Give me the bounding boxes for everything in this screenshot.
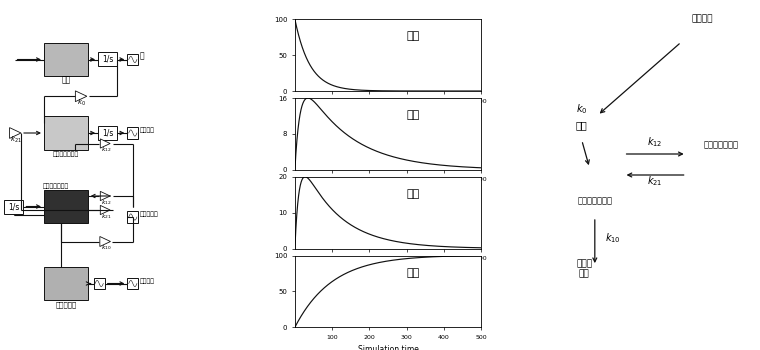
Bar bbox=[127, 127, 138, 139]
Text: 胃: 胃 bbox=[140, 52, 144, 61]
Text: 代谢、排泄: 代谢、排泄 bbox=[55, 301, 77, 308]
Bar bbox=[127, 211, 138, 223]
Polygon shape bbox=[10, 128, 21, 138]
Polygon shape bbox=[100, 237, 110, 246]
Text: $k_{12}$: $k_{12}$ bbox=[100, 198, 111, 206]
Bar bbox=[127, 54, 138, 65]
Polygon shape bbox=[100, 191, 110, 201]
Text: 吸收: 吸收 bbox=[576, 120, 587, 130]
Text: 周边室（二室）: 周边室（二室） bbox=[703, 140, 738, 149]
Text: 血液系统: 血液系统 bbox=[140, 128, 154, 133]
Bar bbox=[44, 190, 88, 223]
Text: 周边室（二室）: 周边室（二室） bbox=[43, 183, 68, 189]
X-axis label: Simulation time: Simulation time bbox=[357, 345, 419, 350]
Polygon shape bbox=[100, 205, 110, 215]
Text: $k_{21}$: $k_{21}$ bbox=[10, 135, 22, 145]
Polygon shape bbox=[75, 91, 87, 101]
Text: 吸收: 吸收 bbox=[407, 32, 420, 41]
Text: $k_{12}$: $k_{12}$ bbox=[648, 135, 663, 149]
Text: $k_{21}$: $k_{21}$ bbox=[100, 212, 111, 220]
Text: 排泄、
代谢: 排泄、 代谢 bbox=[576, 259, 592, 279]
Polygon shape bbox=[100, 139, 110, 148]
Text: 二室: 二室 bbox=[407, 189, 420, 199]
Bar bbox=[98, 126, 117, 140]
Text: $k_0$: $k_0$ bbox=[576, 102, 587, 116]
Text: 1/s: 1/s bbox=[8, 202, 20, 211]
Text: 肾、大肠: 肾、大肠 bbox=[140, 278, 154, 284]
Text: 脑、肺、肝: 脑、肺、肝 bbox=[140, 212, 158, 217]
Text: 吸收: 吸收 bbox=[62, 75, 71, 84]
Text: 1/s: 1/s bbox=[102, 128, 113, 138]
Text: 中央室（一室）: 中央室（一室） bbox=[578, 196, 613, 205]
Bar bbox=[44, 267, 88, 300]
Text: $k_{10}$: $k_{10}$ bbox=[605, 231, 621, 245]
Text: 1/s: 1/s bbox=[102, 55, 113, 64]
Text: 中央室（一室）: 中央室（一室） bbox=[52, 151, 79, 157]
Text: 一室: 一室 bbox=[407, 110, 420, 120]
Text: $k_{21}$: $k_{21}$ bbox=[648, 174, 663, 188]
Bar bbox=[5, 199, 24, 213]
Text: $k_0$: $k_0$ bbox=[78, 98, 87, 108]
Text: 口服给药: 口服给药 bbox=[692, 14, 713, 23]
Text: $k_{12}$: $k_{12}$ bbox=[100, 145, 111, 154]
Bar bbox=[44, 116, 88, 149]
Bar bbox=[127, 278, 138, 289]
Bar bbox=[44, 43, 88, 76]
Bar bbox=[93, 278, 105, 289]
Text: 代谢: 代谢 bbox=[407, 268, 420, 278]
Text: $k_{10}$: $k_{10}$ bbox=[100, 244, 111, 252]
Bar bbox=[98, 52, 117, 66]
